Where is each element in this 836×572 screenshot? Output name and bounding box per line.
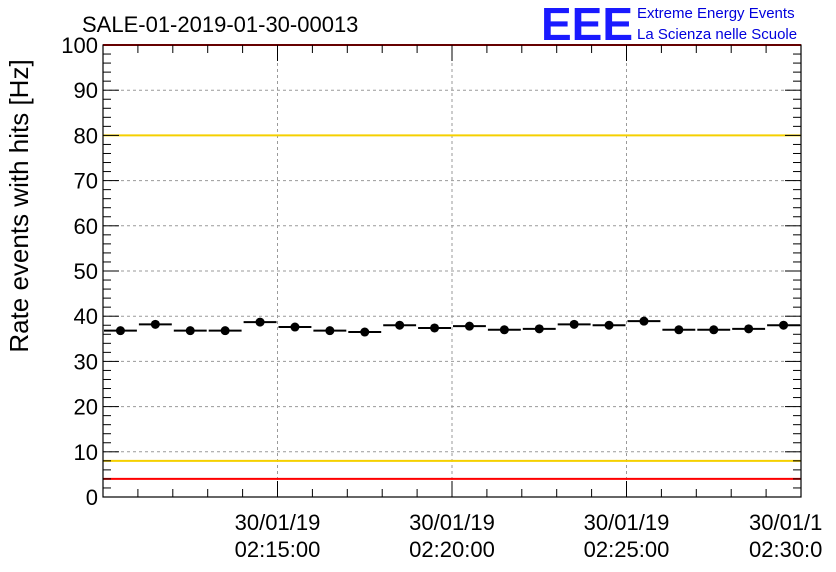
x-tick-date-label: 30/01/1: [749, 510, 822, 535]
data-point: [697, 325, 731, 335]
y-tick-label: 0: [86, 485, 98, 510]
y-tick-label: 80: [74, 123, 98, 148]
data-point: [208, 326, 242, 336]
x-tick-time-label: 02:25:00: [584, 537, 670, 562]
data-point-marker: [709, 325, 719, 335]
logo-line2: La Scienza nelle Scuole: [637, 26, 797, 43]
data-point: [732, 324, 766, 334]
data-point: [453, 321, 486, 331]
y-tick-label: 60: [74, 214, 98, 239]
data-point-marker: [290, 322, 300, 332]
chart-title: SALE-01-2019-01-30-00013: [82, 12, 358, 37]
data-point: [313, 326, 347, 336]
data-point-marker: [534, 324, 544, 334]
data-point-marker: [604, 320, 614, 330]
y-tick-label: 40: [74, 304, 98, 329]
data-point: [278, 322, 312, 332]
data-point-marker: [185, 326, 195, 336]
data-point: [592, 320, 626, 330]
x-tick-date-label: 30/01/19: [235, 510, 321, 535]
y-tick-label: 90: [74, 78, 98, 103]
y-tick-label: 20: [74, 395, 98, 420]
data-point-marker: [639, 316, 649, 326]
data-point: [487, 325, 521, 335]
data-point: [522, 324, 556, 334]
data-point: [662, 325, 696, 335]
y-tick-label: 10: [74, 440, 98, 465]
data-point: [104, 326, 137, 336]
y-tick-label: 30: [74, 349, 98, 374]
data-point-marker: [674, 325, 684, 335]
data-point-marker: [115, 326, 125, 336]
data-point: [557, 319, 591, 329]
x-tick-time-label: 02:30:0: [749, 537, 822, 562]
data-point-marker: [744, 324, 754, 334]
x-tick-date-label: 30/01/19: [584, 510, 670, 535]
data-point-marker: [395, 320, 405, 330]
data-points: [104, 316, 800, 337]
y-tick-label: 70: [74, 169, 98, 194]
data-point-marker: [325, 326, 335, 336]
y-tick-label: 100: [61, 33, 98, 58]
data-point-marker: [255, 317, 265, 327]
data-point: [383, 320, 417, 330]
eee-logo: EEE Extreme Energy Events La Scienza nel…: [541, 0, 797, 50]
data-point-marker: [499, 325, 509, 335]
data-point: [348, 327, 382, 337]
data-point-marker: [150, 319, 160, 329]
data-point-marker: [779, 320, 789, 330]
data-point: [767, 320, 800, 330]
data-point: [243, 317, 277, 327]
y-axis-label: Rate events with hits [Hz]: [4, 59, 34, 352]
data-point-marker: [360, 327, 370, 337]
y-axis: 0 10 20 30 40 50 60 70 80 90 100: [61, 33, 801, 510]
x-tick-time-label: 02:15:00: [235, 537, 321, 562]
eee-logo-mark: EEE: [541, 0, 633, 50]
grid: [103, 45, 801, 497]
data-point: [173, 326, 207, 336]
data-point-marker: [464, 321, 474, 331]
data-point: [627, 316, 661, 326]
x-axis: 30/01/1902:15:0030/01/1902:20:0030/01/19…: [102, 45, 822, 562]
data-point-marker: [430, 323, 440, 333]
logo-line1: Extreme Energy Events: [637, 5, 795, 22]
data-point: [138, 319, 172, 329]
y-tick-label: 50: [74, 259, 98, 284]
x-tick-time-label: 02:20:00: [409, 537, 495, 562]
data-point-marker: [220, 326, 230, 336]
data-point: [418, 323, 451, 333]
data-point-marker: [569, 319, 579, 329]
x-tick-date-label: 30/01/19: [409, 510, 495, 535]
